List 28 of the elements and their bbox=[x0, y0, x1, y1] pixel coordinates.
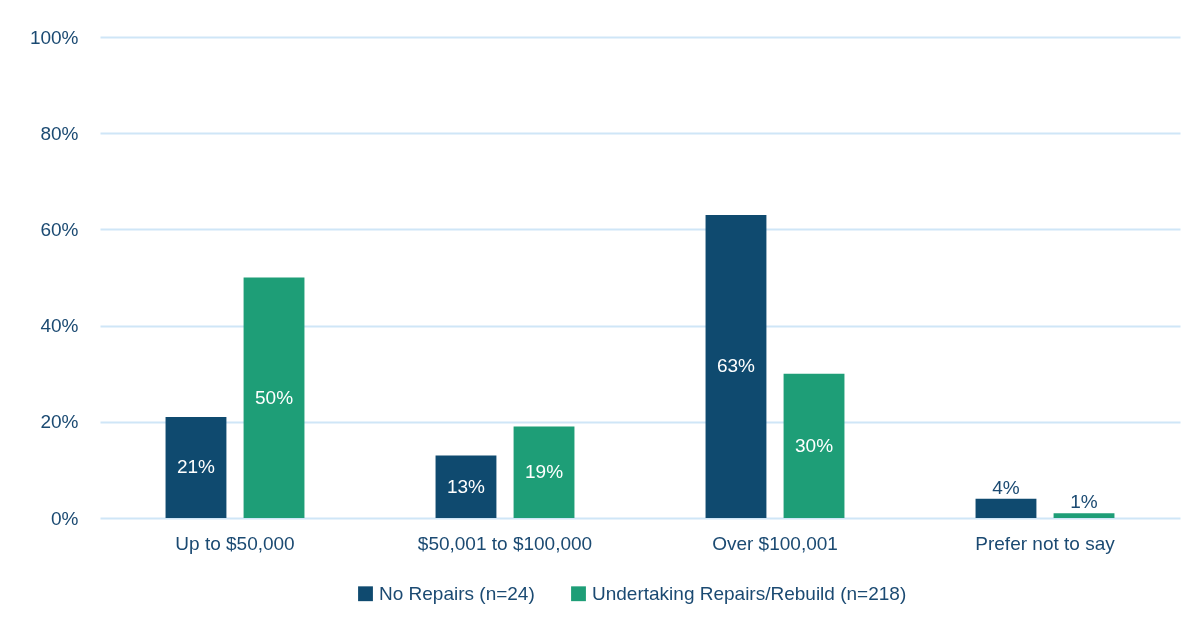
y-tick-label: 80% bbox=[40, 122, 79, 144]
y-tick-label: 0% bbox=[51, 507, 79, 529]
bar bbox=[513, 426, 575, 518]
data-label: 21% bbox=[176, 456, 216, 478]
x-tick-label: Prefer not to say bbox=[975, 532, 1116, 554]
x-tick-label: Over $100,001 bbox=[712, 532, 838, 554]
bar bbox=[243, 277, 305, 518]
legend-label: No Repairs (n=24) bbox=[379, 582, 535, 604]
x-tick-label: $50,001 to $100,000 bbox=[417, 532, 593, 554]
bar bbox=[705, 214, 767, 518]
legend-label: Undertaking Repairs/Rebuild (n=218) bbox=[592, 582, 907, 604]
y-tick-label: 40% bbox=[40, 315, 79, 337]
bar bbox=[1053, 513, 1115, 518]
y-tick-label: 20% bbox=[40, 411, 79, 433]
data-label: 19% bbox=[525, 461, 564, 483]
data-label: 4% bbox=[992, 476, 1020, 498]
bar bbox=[783, 373, 845, 518]
data-label: 13% bbox=[446, 475, 486, 497]
y-tick-label: 100% bbox=[29, 26, 79, 48]
data-label: 30% bbox=[795, 434, 834, 456]
y-tick-label: 60% bbox=[40, 218, 79, 240]
data-label: 1% bbox=[1070, 491, 1098, 513]
bar bbox=[435, 455, 497, 518]
bar bbox=[975, 498, 1037, 518]
bar bbox=[165, 416, 227, 518]
x-tick-label: Up to $50,000 bbox=[175, 532, 295, 554]
data-label: 63% bbox=[716, 355, 756, 377]
data-label: 50% bbox=[255, 386, 294, 408]
